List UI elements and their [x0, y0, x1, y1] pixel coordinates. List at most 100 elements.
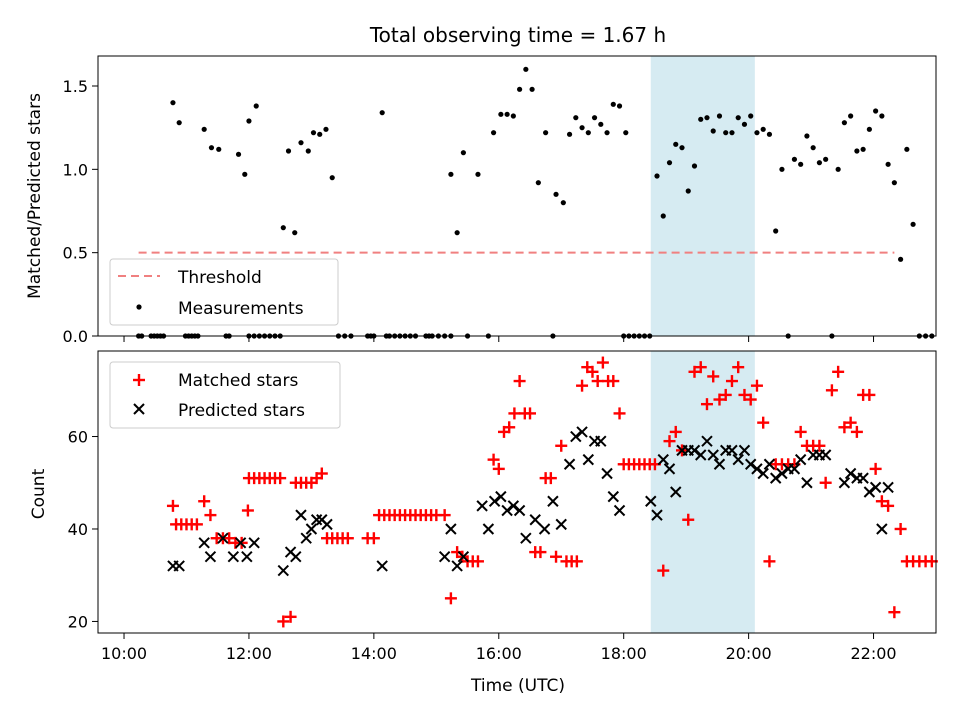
measurement-point — [704, 115, 710, 121]
predicted-point — [290, 551, 302, 563]
predicted-point-b — [290, 551, 302, 563]
matched-point — [844, 416, 857, 429]
predicted-point-b — [838, 477, 851, 489]
predicted-point-b — [438, 551, 451, 563]
matched-point — [555, 439, 568, 452]
predicted-point-b — [529, 514, 541, 526]
predicted-point-b — [445, 523, 457, 535]
matched-point — [725, 375, 738, 388]
measurement-point — [285, 148, 292, 154]
predicted-point-b — [513, 504, 526, 517]
measurement-point — [591, 115, 598, 121]
matched-point — [869, 462, 882, 475]
bottom-x-axis: 10:00 12:00 14:00 16:00 18:00 20:00 22:00 — [101, 633, 897, 663]
measurement-point — [654, 173, 660, 179]
measurement-point — [310, 130, 317, 136]
measurement-point — [553, 191, 559, 197]
top-y-tick-label: 0.5 — [63, 244, 88, 263]
matched-point — [825, 384, 838, 397]
measurement-point — [910, 221, 916, 227]
predicted-point — [547, 495, 559, 507]
predicted-point-b — [757, 467, 769, 480]
measurement-point — [760, 126, 766, 132]
matched-point — [669, 425, 682, 438]
predicted-point — [234, 537, 247, 549]
measurement-point — [253, 103, 259, 109]
top-legend: Threshold Measurements — [109, 258, 339, 326]
measurement-point — [490, 130, 497, 136]
measurement-point — [885, 161, 891, 167]
predicted-point-b — [300, 532, 312, 544]
predicted-point-b — [520, 532, 532, 544]
measurement-point — [566, 131, 573, 137]
top-plot-frame — [97, 55, 937, 337]
predicted-point — [670, 486, 682, 498]
predicted-point — [882, 481, 894, 494]
top-legend-box — [109, 258, 339, 326]
measurement-point — [323, 126, 329, 132]
measurement-point — [848, 113, 854, 119]
predicted-point-b — [732, 453, 744, 466]
bottom-x-tick-label: 22:00 — [850, 644, 896, 663]
predicted-point-b — [217, 532, 229, 544]
predicted-point — [305, 523, 318, 535]
measurement-point — [866, 126, 872, 132]
measurement-point — [754, 130, 760, 136]
matched-point — [882, 499, 895, 512]
measurement-point — [741, 121, 748, 127]
measurement-point — [498, 111, 504, 117]
measurement-point — [766, 131, 773, 137]
predicted-point — [241, 551, 253, 563]
measurement-point — [841, 120, 847, 126]
predicted-point-b — [204, 551, 217, 563]
matched-point — [315, 467, 328, 480]
predicted-point — [857, 472, 869, 484]
matched-point — [607, 375, 620, 388]
matched-point — [524, 407, 537, 420]
measurement-point — [573, 115, 579, 121]
matched-point — [544, 472, 557, 485]
measurement-point — [585, 130, 591, 136]
measurement-point — [685, 188, 691, 194]
measurement-point — [379, 110, 385, 116]
matched-point — [657, 564, 670, 577]
measurement-point — [816, 160, 823, 166]
predicted-point — [555, 518, 567, 531]
matched-point — [894, 522, 907, 535]
matched-point — [570, 555, 583, 568]
measurement-point — [448, 171, 454, 177]
matched-point — [503, 421, 516, 434]
predicted-point-b — [248, 537, 260, 549]
legend-threshold-label: Threshold — [177, 268, 262, 288]
measurement-point — [748, 113, 754, 119]
predicted-point-b — [595, 435, 607, 447]
bottom-y-tick-label: 40 — [68, 520, 88, 539]
predicted-point — [613, 504, 626, 517]
predicted-point-b — [801, 477, 813, 489]
top-x-axis — [123, 336, 875, 342]
predicted-point — [295, 509, 307, 521]
top-y-axis: 0.0 0.5 1.0 1.5 — [63, 77, 98, 346]
matched-point — [763, 555, 776, 568]
matched-point — [591, 375, 604, 388]
measurement-point — [246, 118, 252, 124]
matched-point — [277, 615, 290, 628]
measurement-point — [804, 133, 810, 139]
measurement-point — [504, 111, 510, 117]
matched-point — [471, 555, 484, 568]
top-shaded-span — [650, 56, 755, 336]
measurement-point — [623, 130, 629, 136]
measurement-point — [329, 175, 335, 181]
matched-point — [223, 532, 236, 545]
bottom-y-axis: 20 40 60 — [68, 428, 98, 631]
predicted-point-b — [476, 500, 488, 512]
measurement-point — [710, 128, 716, 134]
measurement-point — [292, 230, 298, 236]
measurement-point — [579, 125, 585, 131]
matched-point — [794, 425, 807, 438]
predicted-point — [838, 477, 851, 489]
bottom-y-axis-label: Count — [29, 468, 49, 519]
predicted-point-b — [576, 426, 588, 438]
predicted-point-b — [457, 551, 470, 563]
x-axis-label: Time (UTC) — [470, 676, 565, 696]
